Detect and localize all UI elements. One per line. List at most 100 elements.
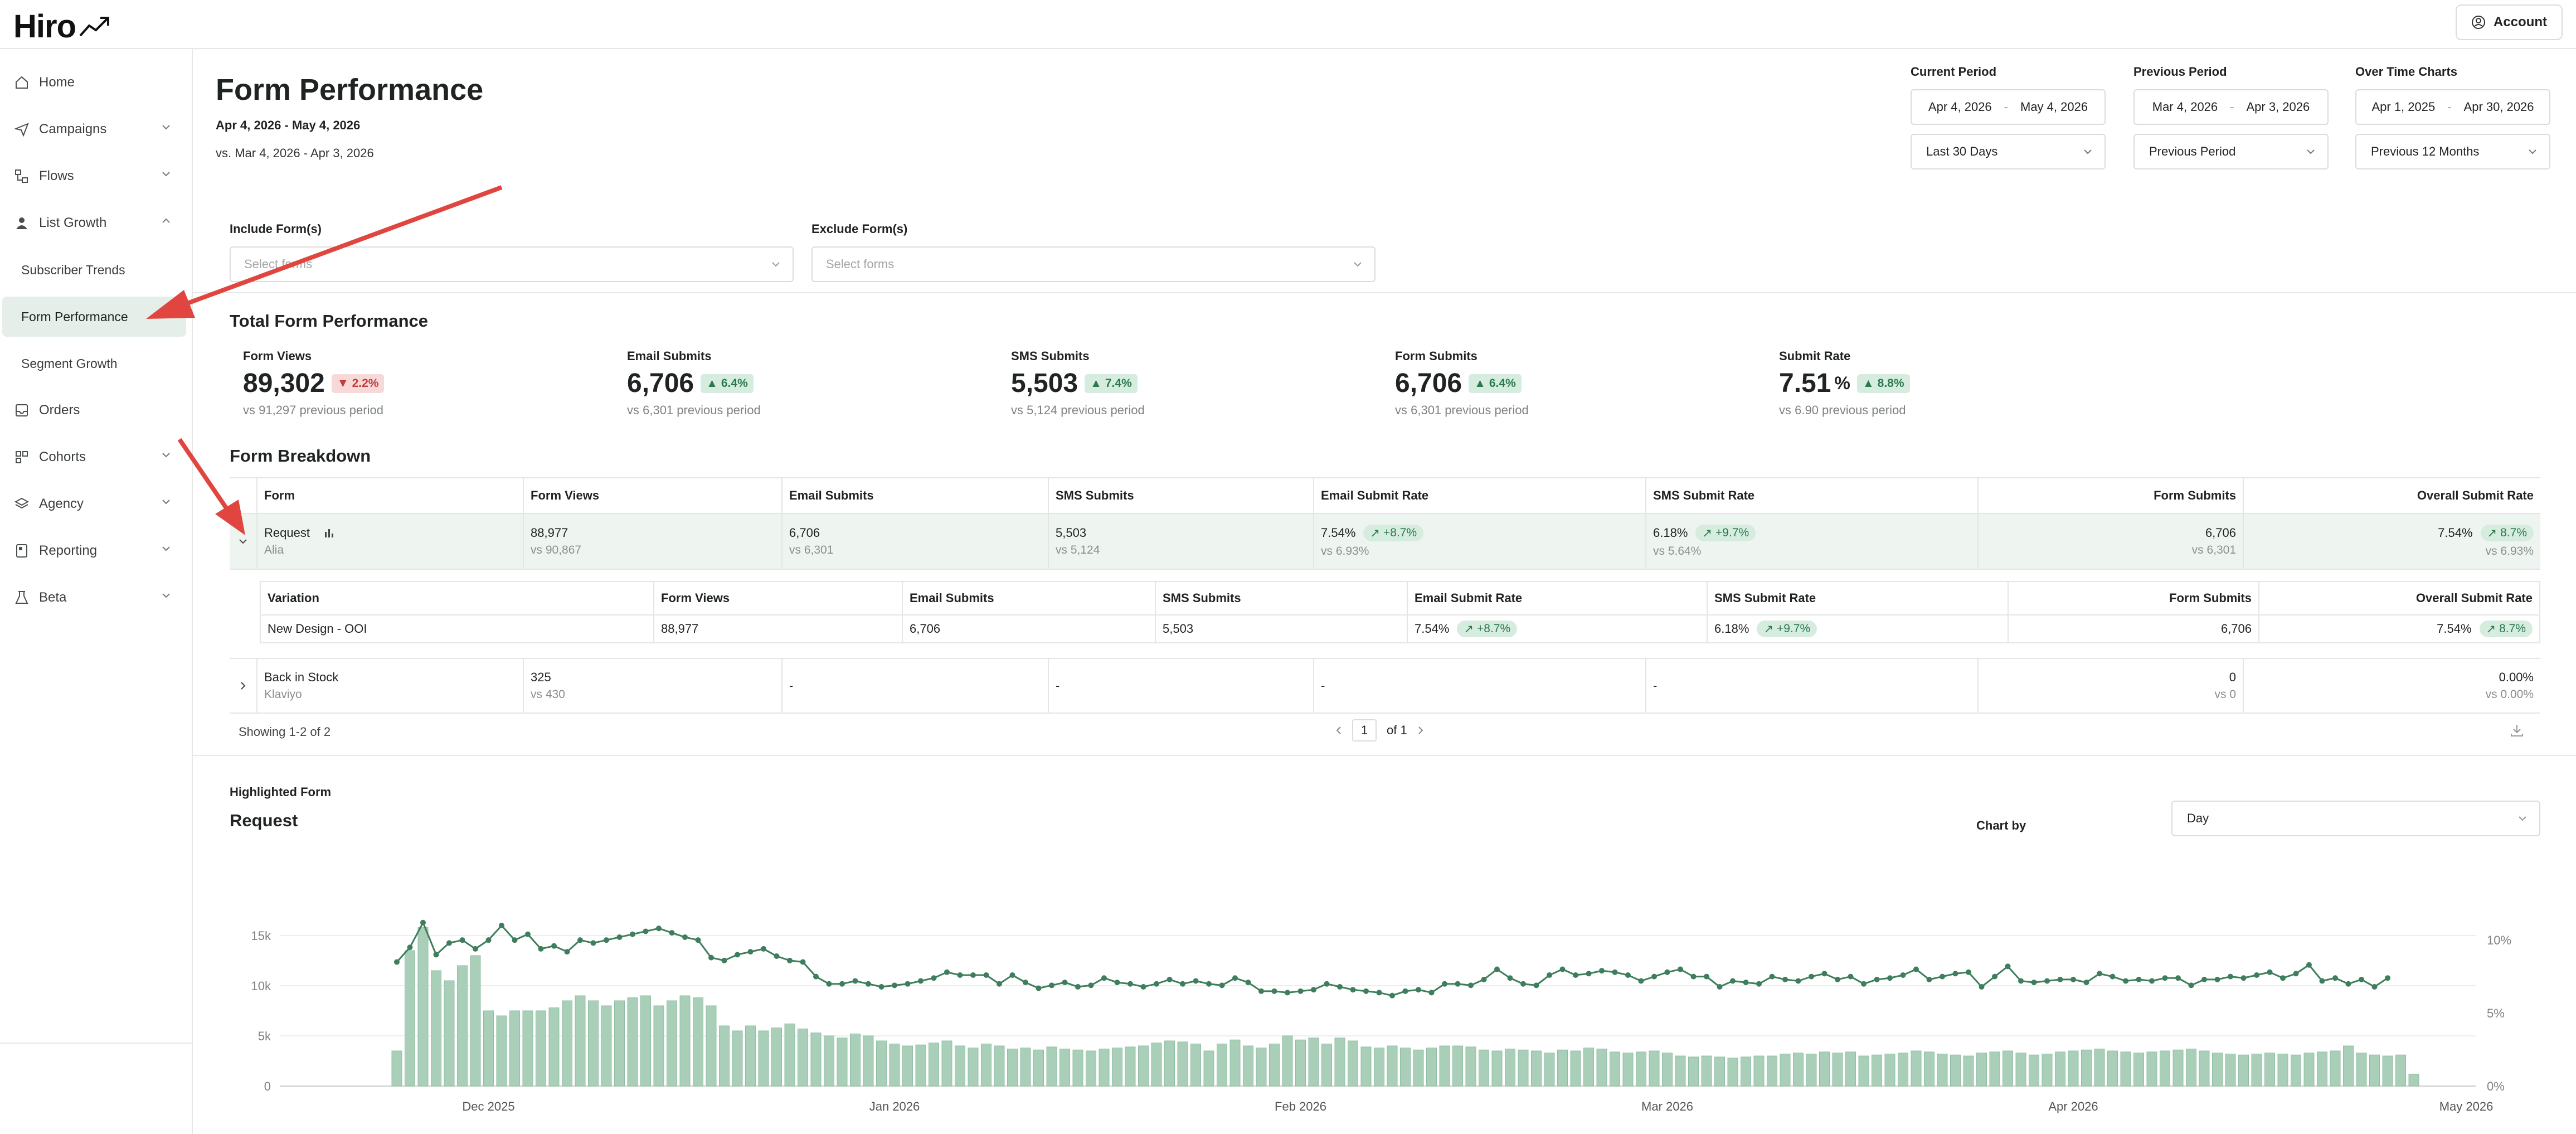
change-pill: ↗ 8.7%: [2480, 525, 2534, 541]
previous-period-date-range[interactable]: Mar 4, 2026 - Apr 3, 2026: [2133, 89, 2329, 125]
chart-by-select[interactable]: Day: [2171, 801, 2540, 836]
bar: [2277, 1053, 2288, 1087]
bar: [2029, 1054, 2039, 1087]
account-button[interactable]: Account: [2456, 4, 2563, 40]
bar: [1557, 1049, 1568, 1087]
bar: [483, 1010, 494, 1087]
expand-toggle[interactable]: [230, 514, 256, 569]
logo[interactable]: Hiro: [13, 8, 111, 45]
expand-toggle[interactable]: [230, 659, 256, 713]
column-header[interactable]: SMS Submit Rate: [1645, 478, 1977, 513]
rate-point: [1481, 976, 1487, 982]
table-row[interactable]: Back in Stock Klaviyo 325 vs 430 - - - -…: [230, 658, 2540, 714]
column-header[interactable]: Email Submits: [781, 478, 1048, 513]
stat-unit: %: [1834, 373, 1850, 393]
bar: [1845, 1051, 1856, 1087]
sidebar-item-orders[interactable]: Orders: [0, 392, 192, 428]
sidebar-subitem-form-performance[interactable]: Form Performance: [2, 297, 186, 337]
bar: [457, 965, 468, 1087]
over-time-select[interactable]: Previous 12 Months: [2355, 134, 2550, 169]
stat-previous: vs 6.90 previous period: [1779, 403, 1906, 417]
bar: [1911, 1050, 1922, 1087]
email-submit-rate-cell: 7.54% ↗ +8.7% vs 6.93%: [1313, 514, 1645, 569]
rate-point: [1651, 973, 1657, 980]
sms-submit-rate-cell: -: [1645, 659, 1977, 713]
stat-label: Form Views: [243, 349, 312, 363]
column-header[interactable]: Email Submit Rate: [1407, 582, 1707, 614]
bar: [2369, 1054, 2380, 1087]
column-header[interactable]: Overall Submit Rate: [2243, 478, 2540, 513]
y-tick-label: 5k: [258, 1029, 271, 1043]
column-header[interactable]: SMS Submits: [1155, 582, 1407, 614]
bar: [1636, 1051, 1646, 1087]
bar: [1544, 1053, 1555, 1087]
bar-chart-icon[interactable]: [323, 527, 334, 539]
rate-point: [2162, 975, 2168, 981]
column-header[interactable]: Form Submits: [2008, 582, 2258, 614]
column-header[interactable]: Email Submits: [902, 582, 1155, 614]
bar: [2264, 1053, 2275, 1087]
chevron-left-icon[interactable]: [1335, 726, 1342, 735]
include-forms-select[interactable]: Select forms: [230, 246, 794, 282]
chevron-right-icon[interactable]: [1417, 726, 1424, 735]
sidebar-item-beta[interactable]: Beta: [0, 580, 192, 616]
rate-point: [407, 944, 413, 951]
rate-point: [2136, 976, 2142, 982]
bar: [1610, 1051, 1620, 1087]
table-header-row: Form Form Views Email Submits SMS Submit…: [230, 477, 2540, 514]
column-header[interactable]: Form Views: [653, 582, 902, 614]
stat-label: Email Submits: [627, 349, 712, 363]
column-header[interactable]: Email Submit Rate: [1313, 478, 1645, 513]
rate-point: [1913, 966, 1919, 972]
sms-submits-cell: 5,503 vs 5,124: [1048, 514, 1313, 569]
column-header[interactable]: Form Submits: [1977, 478, 2243, 513]
rate-point: [1769, 973, 1775, 980]
rate-point: [2031, 980, 2037, 986]
over-time-date-range[interactable]: Apr 1, 2025 - Apr 30, 2026: [2355, 89, 2550, 125]
sidebar-item-reporting[interactable]: Reporting: [0, 533, 192, 569]
bar: [1622, 1053, 1634, 1087]
table-row[interactable]: Request Alia 88,977 vs 90,867 6,706 vs 6…: [230, 514, 2540, 570]
previous-period-select[interactable]: Previous Period: [2133, 134, 2329, 169]
stat-previous: vs 6,301 previous period: [627, 403, 761, 417]
download-icon[interactable]: [2509, 723, 2525, 738]
column-header[interactable]: SMS Submits: [1048, 478, 1313, 513]
sidebar-item-home[interactable]: Home: [0, 65, 192, 100]
bar: [706, 1005, 717, 1087]
sidebar-item-flows[interactable]: Flows: [0, 158, 192, 194]
column-header[interactable]: Form: [256, 478, 523, 513]
column-header[interactable]: SMS Submit Rate: [1707, 582, 2008, 614]
sidebar-item-agency[interactable]: Agency: [0, 486, 192, 522]
current-period-date-range[interactable]: Apr 4, 2026 - May 4, 2026: [1911, 89, 2106, 125]
rate-point: [590, 940, 596, 946]
bar: [1596, 1048, 1607, 1087]
rate-point: [866, 981, 871, 987]
rate-point: [643, 928, 649, 934]
sidebar-item-cohorts[interactable]: Cohorts: [0, 439, 192, 475]
flow-icon: [13, 168, 30, 185]
sidebar-item-campaigns[interactable]: Campaigns: [0, 112, 192, 147]
overall-submit-rate-cell: 7.54% ↗ 8.7% vs 6.93%: [2243, 514, 2540, 569]
column-header[interactable]: Overall Submit Rate: [2258, 582, 2539, 614]
sidebar-subitem-segment-growth[interactable]: Segment Growth: [2, 343, 186, 384]
rate-point: [1821, 971, 1827, 977]
sidebar-subitem-subscriber-trends[interactable]: Subscriber Trends: [2, 250, 186, 290]
sidebar-item-list-growth[interactable]: List Growth: [0, 205, 192, 241]
bar: [1243, 1045, 1253, 1087]
page-input[interactable]: 1: [1352, 719, 1377, 742]
rate-point: [852, 978, 858, 984]
column-header[interactable]: Form Views: [523, 478, 781, 513]
rate-point: [1533, 982, 1539, 988]
exclude-forms-select[interactable]: Select forms: [811, 246, 1376, 282]
change-value: 8.8%: [1877, 376, 1904, 390]
sidebar-item-label: Home: [39, 75, 75, 90]
report-icon: [13, 542, 30, 559]
current-period-select[interactable]: Last 30 Days: [1911, 134, 2106, 169]
rate-point: [695, 937, 701, 943]
stat-previous: vs 6,301 previous period: [1395, 403, 1529, 417]
rate-point: [2359, 976, 2364, 982]
variation-row[interactable]: New Design - OOI 88,977 6,706 5,503 7.54…: [261, 616, 2539, 642]
rate-point: [787, 957, 793, 963]
column-header[interactable]: Variation: [268, 591, 319, 605]
y-tick-label: 0: [264, 1079, 271, 1093]
